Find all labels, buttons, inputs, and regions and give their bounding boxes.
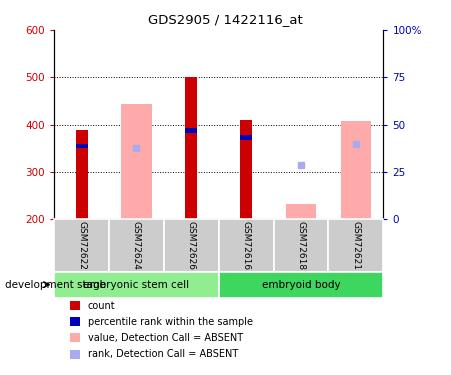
Text: GSM72622: GSM72622 [77, 221, 86, 270]
Text: embryonic stem cell: embryonic stem cell [83, 280, 189, 290]
Bar [185, 77, 198, 219]
Bar [164, 219, 219, 272]
Bar [185, 128, 198, 133]
Bar [75, 130, 87, 219]
Text: GDS2905 / 1422116_at: GDS2905 / 1422116_at [148, 13, 303, 26]
Bar [75, 144, 87, 148]
Text: rank, Detection Call = ABSENT: rank, Detection Call = ABSENT [88, 349, 238, 359]
Text: GSM72616: GSM72616 [242, 221, 251, 270]
Bar [121, 104, 152, 219]
Text: count: count [88, 301, 115, 310]
Bar [109, 219, 164, 272]
Bar [219, 219, 274, 272]
Bar [274, 219, 328, 272]
Text: development stage: development stage [5, 280, 106, 290]
Bar [54, 272, 219, 298]
Bar [328, 219, 383, 272]
Text: GSM72621: GSM72621 [351, 221, 360, 270]
Text: embryoid body: embryoid body [262, 280, 341, 290]
Bar [286, 204, 316, 219]
Text: GSM72624: GSM72624 [132, 221, 141, 270]
Bar [240, 120, 252, 219]
Text: percentile rank within the sample: percentile rank within the sample [88, 317, 253, 327]
Text: GSM72626: GSM72626 [187, 221, 196, 270]
Bar [341, 121, 371, 219]
Text: value, Detection Call = ABSENT: value, Detection Call = ABSENT [88, 333, 243, 343]
Bar [54, 219, 109, 272]
Bar [240, 135, 252, 140]
Text: GSM72618: GSM72618 [297, 221, 305, 270]
Bar [219, 272, 383, 298]
